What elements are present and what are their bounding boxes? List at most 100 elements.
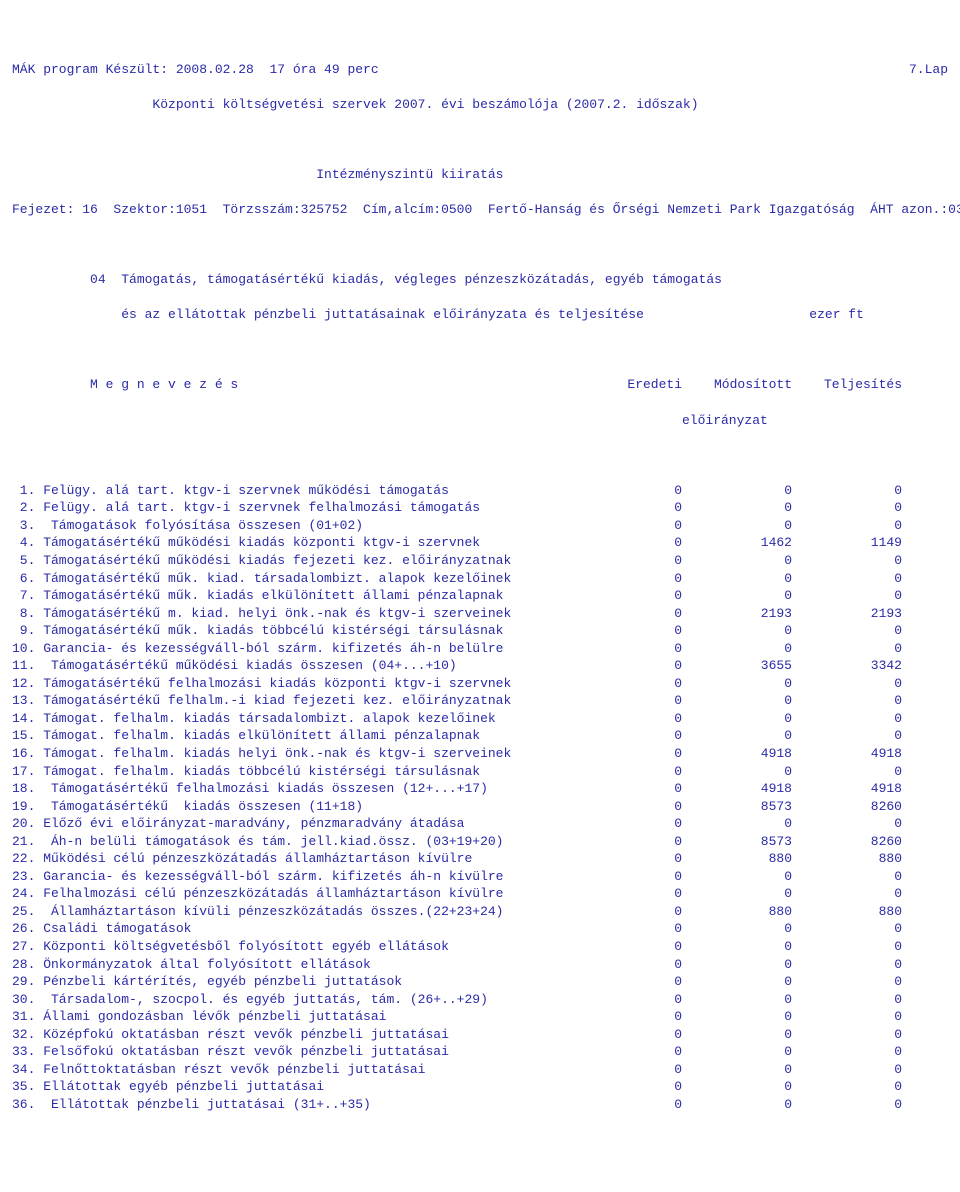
row-eredeti: 0 — [572, 482, 682, 500]
row-modositott: 0 — [682, 1043, 792, 1061]
row-modositott: 1462 — [682, 534, 792, 552]
table-row: 3. Támogatások folyósítása összesen (01+… — [12, 517, 948, 535]
row-modositott: 3655 — [682, 657, 792, 675]
table-row: 27. Központi költségvetésből folyósított… — [12, 938, 948, 956]
header-line-2: Központi költségvetési szervek 2007. évi… — [12, 96, 948, 114]
row-teljesites: 0 — [792, 938, 902, 956]
row-label: 4. Támogatásértékű működési kiadás közpo… — [12, 534, 572, 552]
row-label: 26. Családi támogatások — [12, 920, 572, 938]
row-modositott: 0 — [682, 1026, 792, 1044]
row-teljesites: 1149 — [792, 534, 902, 552]
row-label: 13. Támogatásértékű felhalm.-i kiad feje… — [12, 692, 572, 710]
row-teljesites: 0 — [792, 587, 902, 605]
row-teljesites: 0 — [792, 710, 902, 728]
col-eloiranyzat: előirányzat — [682, 412, 792, 430]
row-eredeti: 0 — [572, 587, 682, 605]
row-teljesites: 0 — [792, 973, 902, 991]
column-subheader: előirányzat — [12, 412, 948, 430]
table-row: 14. Támogat. felhalm. kiadás társadalomb… — [12, 710, 948, 728]
unit-label: ezer ft — [754, 306, 864, 324]
row-modositott: 0 — [682, 938, 792, 956]
row-modositott: 0 — [682, 640, 792, 658]
row-modositott: 0 — [682, 727, 792, 745]
row-eredeti: 0 — [572, 868, 682, 886]
row-modositott: 0 — [682, 499, 792, 517]
row-label: 10. Garancia- és kezességváll-ból szárm.… — [12, 640, 572, 658]
row-modositott: 8573 — [682, 833, 792, 851]
row-eredeti: 0 — [572, 640, 682, 658]
row-teljesites: 8260 — [792, 833, 902, 851]
row-teljesites: 4918 — [792, 745, 902, 763]
row-label: 7. Támogatásértékű műk. kiadás elkülönít… — [12, 587, 572, 605]
table-row: 10. Garancia- és kezességváll-ból szárm.… — [12, 640, 948, 658]
row-teljesites: 0 — [792, 482, 902, 500]
row-label: 29. Pénzbeli kártérítés, egyéb pénzbeli … — [12, 973, 572, 991]
row-label: 19. Támogatásértékű kiadás összesen (11+… — [12, 798, 572, 816]
row-modositott: 0 — [682, 1078, 792, 1096]
row-eredeti: 0 — [572, 763, 682, 781]
row-modositott: 0 — [682, 1061, 792, 1079]
table-row: 19. Támogatásértékű kiadás összesen (11+… — [12, 798, 948, 816]
row-modositott: 0 — [682, 991, 792, 1009]
row-modositott: 0 — [682, 710, 792, 728]
section-title-2a: és az ellátottak pénzbeli juttatásainak … — [12, 306, 644, 324]
table-row: 20. Előző évi előirányzat-maradvány, pén… — [12, 815, 948, 833]
row-teljesites: 0 — [792, 868, 902, 886]
row-modositott: 0 — [682, 815, 792, 833]
row-modositott: 2193 — [682, 605, 792, 623]
row-modositott: 0 — [682, 763, 792, 781]
table-row: 23. Garancia- és kezességváll-ból szárm.… — [12, 868, 948, 886]
row-label: 24. Felhalmozási célú pénzeszközátadás á… — [12, 885, 572, 903]
table-row: 29. Pénzbeli kártérítés, egyéb pénzbeli … — [12, 973, 948, 991]
row-label: 34. Felnőttoktatásban részt vevők pénzbe… — [12, 1061, 572, 1079]
table-row: 36. Ellátottak pénzbeli juttatásai (31+.… — [12, 1096, 948, 1114]
row-eredeti: 0 — [572, 956, 682, 974]
row-eredeti: 0 — [572, 605, 682, 623]
header-line-1: MÁK program Készült: 2008.02.28 17 óra 4… — [12, 61, 948, 79]
row-eredeti: 0 — [572, 885, 682, 903]
table-row: 15. Támogat. felhalm. kiadás elkülönítet… — [12, 727, 948, 745]
row-teljesites: 0 — [792, 1061, 902, 1079]
row-label: 27. Központi költségvetésből folyósított… — [12, 938, 572, 956]
row-eredeti: 0 — [572, 850, 682, 868]
row-eredeti: 0 — [572, 938, 682, 956]
header-line-3: Intézményszintü kiiratás — [12, 166, 948, 184]
table-row: 8. Támogatásértékű m. kiad. helyi önk.-n… — [12, 605, 948, 623]
row-eredeti: 0 — [572, 1096, 682, 1114]
row-label: 1. Felügy. alá tart. ktgv-i szervnek műk… — [12, 482, 572, 500]
row-eredeti: 0 — [572, 675, 682, 693]
row-eredeti: 0 — [572, 710, 682, 728]
table-row: 1. Felügy. alá tart. ktgv-i szervnek műk… — [12, 482, 948, 500]
row-eredeti: 0 — [572, 1078, 682, 1096]
table-row: 35. Ellátottak egyéb pénzbeli juttatásai… — [12, 1078, 948, 1096]
table-row: 17. Támogat. felhalm. kiadás többcélú ki… — [12, 763, 948, 781]
row-label: 33. Felsőfokú oktatásban részt vevők pén… — [12, 1043, 572, 1061]
row-label: 21. Áh-n belüli támogatások és tám. jell… — [12, 833, 572, 851]
table-row: 33. Felsőfokú oktatásban részt vevők pén… — [12, 1043, 948, 1061]
row-teljesites: 0 — [792, 763, 902, 781]
row-label: 15. Támogat. felhalm. kiadás elkülönítet… — [12, 727, 572, 745]
row-eredeti: 0 — [572, 534, 682, 552]
col-modositott: Módosított — [682, 376, 792, 394]
row-eredeti: 0 — [572, 517, 682, 535]
row-teljesites: 4918 — [792, 780, 902, 798]
row-teljesites: 0 — [792, 640, 902, 658]
row-eredeti: 0 — [572, 499, 682, 517]
row-modositott: 0 — [682, 692, 792, 710]
row-teljesites: 3342 — [792, 657, 902, 675]
row-teljesites: 8260 — [792, 798, 902, 816]
row-teljesites: 0 — [792, 570, 902, 588]
row-teljesites: 0 — [792, 675, 902, 693]
table-row: 25. Államháztartáson kívüli pénzeszközát… — [12, 903, 948, 921]
row-label: 8. Támogatásértékű m. kiad. helyi önk.-n… — [12, 605, 572, 623]
row-eredeti: 0 — [572, 657, 682, 675]
row-teljesites: 0 — [792, 1043, 902, 1061]
row-eredeti: 0 — [572, 552, 682, 570]
row-eredeti: 0 — [572, 622, 682, 640]
row-modositott: 880 — [682, 850, 792, 868]
row-eredeti: 0 — [572, 973, 682, 991]
table-row: 31. Állami gondozásban lévők pénzbeli ju… — [12, 1008, 948, 1026]
row-label: 12. Támogatásértékű felhalmozási kiadás … — [12, 675, 572, 693]
row-label: 5. Támogatásértékű működési kiadás fejez… — [12, 552, 572, 570]
row-eredeti: 0 — [572, 1043, 682, 1061]
